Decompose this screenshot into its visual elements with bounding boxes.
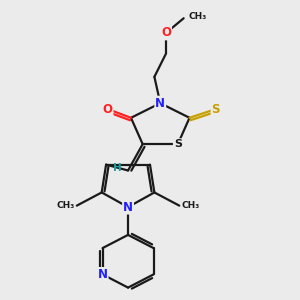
Text: O: O xyxy=(103,103,112,116)
Text: S: S xyxy=(212,103,220,116)
Text: H: H xyxy=(113,163,122,172)
Text: O: O xyxy=(161,26,171,39)
Text: N: N xyxy=(123,201,133,214)
Text: CH₃: CH₃ xyxy=(189,12,207,21)
Text: CH₃: CH₃ xyxy=(56,201,74,210)
Text: S: S xyxy=(174,139,182,149)
Text: N: N xyxy=(98,268,108,281)
Text: CH₃: CH₃ xyxy=(182,201,200,210)
Text: N: N xyxy=(155,97,165,110)
